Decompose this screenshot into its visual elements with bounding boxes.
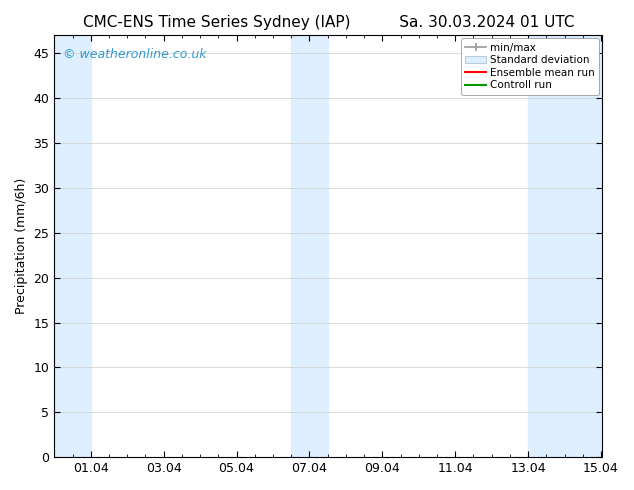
Bar: [55, 35, 91, 457]
Bar: [291, 35, 328, 457]
Title: CMC-ENS Time Series Sydney (IAP)          Sa. 30.03.2024 01 UTC: CMC-ENS Time Series Sydney (IAP) Sa. 30.…: [82, 15, 574, 30]
Bar: [528, 35, 602, 457]
Y-axis label: Precipitation (mm/6h): Precipitation (mm/6h): [15, 178, 28, 315]
Text: © weatheronline.co.uk: © weatheronline.co.uk: [63, 48, 206, 61]
Legend: min/max, Standard deviation, Ensemble mean run, Controll run: min/max, Standard deviation, Ensemble me…: [461, 38, 599, 95]
